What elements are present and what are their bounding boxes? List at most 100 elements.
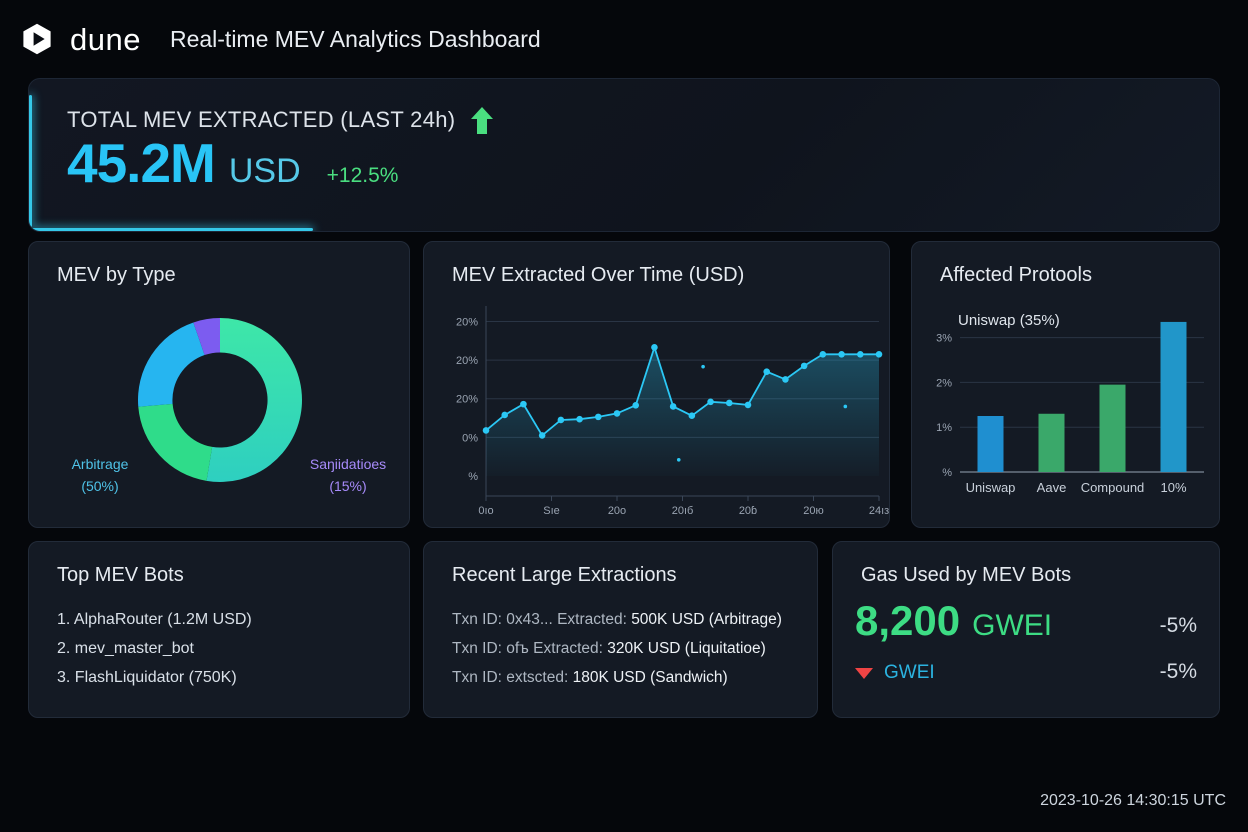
gas-percent-secondary: -5% (1159, 660, 1197, 683)
donut-label-arbitrage-name: Arbitrage (71, 456, 129, 472)
y-axis-tick-label: 2% (936, 377, 952, 389)
mev-by-type-donut-chart (138, 318, 303, 482)
gas-value: 8,200 (855, 597, 961, 644)
line-chart-point (594, 413, 602, 421)
y-axis-tick-label: 3% (936, 333, 952, 345)
bar (1160, 321, 1187, 472)
bar-category-label: Compound (1081, 480, 1145, 495)
y-axis-tick-label: % (942, 467, 952, 479)
x-axis-tick-label: 20о (608, 505, 626, 517)
donut-segment (193, 318, 220, 356)
x-axis-tick-label: Ѕıe (543, 505, 560, 517)
donut-label-liquidations-name: Saŋiidatioes (309, 456, 387, 472)
bar (1099, 384, 1126, 472)
list-item: 1. AlphaRouter (1.2M USD) (57, 611, 252, 628)
gas-sub-row: GWEI (855, 662, 935, 684)
line-chart-point (632, 401, 640, 409)
total-mev-extracted-card: TOTAL MEV EXTRACTED (LAST 24h) 45.2M USD… (28, 78, 1220, 232)
mev-over-time-card: MEV Extracted Over Time (USD) 20% 20% 20% 0… (423, 241, 890, 528)
hero-value-row: 45.2M USD +12.5% (67, 136, 398, 191)
gas-value-row: 8,200 GWEI (855, 600, 1052, 642)
line-chart-point (669, 403, 677, 410)
hero-accent-left (29, 95, 32, 227)
list-item: Txn ID: ofъ Extracted: 320K USD (Liquita… (452, 634, 801, 663)
line-chart-stray-point (676, 457, 681, 462)
hero-delta: +12.5% (326, 164, 399, 187)
line-chart-point (819, 350, 827, 358)
arrow-up-icon (471, 107, 494, 134)
extraction-prefix: Txn ID: ofъ Extracted: (452, 640, 608, 657)
line-chart-point (501, 411, 509, 419)
affected-protocols-title: Affected Protools (940, 264, 1092, 286)
list-item: 2. mev_master_bot (57, 640, 194, 657)
top-mev-bots-title: Top MEV Bots (57, 564, 184, 586)
line-chart-point (744, 401, 752, 409)
y-axis-tick-label: 1% (936, 422, 952, 434)
gas-used-title: Gas Used by MEV Bots (861, 564, 1072, 586)
x-axis-tick-label: 24ıз (869, 505, 889, 517)
donut-label-liquidations-value: (15%) (329, 477, 367, 494)
hero-label: TOTAL MEV EXTRACTED (LAST 24h) (67, 107, 456, 132)
donut-segment (138, 322, 205, 407)
footer-timestamp: 2023-10-26 14:30:15 UTC (1040, 792, 1226, 809)
line-chart-point (557, 416, 565, 424)
donut-label-liquidations: Saŋiidatioes (15%) (293, 454, 403, 497)
line-chart-point (800, 362, 808, 370)
list-item: Txn ID: extscted: 180K USD (Sandwich) (452, 663, 801, 692)
hero-value: 45.2M (67, 132, 216, 194)
gas-sub-label: GWEI (884, 662, 935, 683)
dune-hexagon-play-icon (23, 23, 51, 55)
recent-large-extractions-title: Recent Large Extractions (452, 564, 677, 586)
hero-unit: USD (228, 152, 301, 190)
line-chart-point (707, 398, 714, 406)
extraction-amount: 180K USD (Sandwich) (572, 669, 728, 686)
extraction-prefix: Txn ID: extscted: (452, 669, 573, 686)
y-axis-tick-label: 20% (456, 316, 478, 328)
x-axis-tick-label: 20ю (803, 505, 824, 517)
affected-protocols-bar-chart: 3% 2% 1%% Uniswap Aave Compound 10% (936, 321, 1204, 495)
line-chart-series (485, 344, 879, 437)
recent-large-extractions-card: Recent Large Extractions Txn ID: 0x43...… (423, 541, 818, 718)
line-chart-point (838, 350, 845, 358)
extraction-prefix: Txn ID: 0x43... Extracted: (452, 611, 632, 628)
bar-category-label: 10% (1160, 480, 1186, 495)
recent-large-extractions-list: Txn ID: 0x43... Extracted: 500K USD (Arb… (452, 605, 801, 692)
line-chart-point (875, 350, 883, 358)
line-chart-point (763, 368, 771, 375)
line-chart-point (613, 410, 621, 417)
y-axis-tick-label: % (468, 471, 478, 483)
mev-by-type-card: MEV by Type Arbitrage (50%) Saŋiidatioes… (28, 241, 410, 528)
dune-logo-wordmark: dune (70, 21, 141, 57)
y-axis-tick-label: 0% (462, 432, 478, 444)
donut-chart-wrap: Arbitrage (50%) Saŋiidatioes (15%) (29, 304, 409, 519)
bar-chart-annotation: Uniswap (35%) (958, 312, 1060, 329)
y-axis-tick-label: 20% (456, 355, 478, 367)
hero-label-row: TOTAL MEV EXTRACTED (LAST 24h) (67, 105, 495, 135)
line-chart-point (482, 427, 490, 434)
line-chart-point (782, 376, 789, 383)
gas-percent-primary: -5% (1159, 614, 1197, 637)
donut-segment (138, 403, 213, 481)
list-item: 3. FlashLiquidator (750K) (57, 669, 237, 686)
app-header: dune Real-time MEV Analytics Dashboard (20, 16, 541, 62)
bar-category-label: Aave (1037, 480, 1067, 495)
donut-label-arbitrage: Arbitrage (50%) (45, 454, 155, 497)
bar-category-label: Uniswap (966, 480, 1016, 495)
bar (977, 416, 1004, 472)
x-axis-tick-label: 20ɓ (739, 505, 757, 517)
line-chart-point (856, 350, 864, 358)
gas-unit: GWEI (972, 609, 1053, 642)
extraction-amount: 320K USD (Liquitatioe) (607, 640, 766, 657)
line-chart-stray-point (701, 364, 705, 369)
affected-protocols-card: Affected Protools Uniswap (35%) 3% 2% 1%% U… (911, 241, 1220, 528)
top-mev-bots-card: Top MEV Bots 1. AlphaRouter (1.2M USD) 2… (28, 541, 410, 718)
line-chart-point (651, 344, 658, 351)
gas-used-card: Gas Used by MEV Bots 8,200 GWEI -5% GWEI… (832, 541, 1220, 718)
mev-over-time-title: MEV Extracted Over Time (USD) (452, 264, 745, 286)
mev-by-type-title: MEV by Type (57, 264, 176, 286)
x-axis-tick-label: 20ıб (672, 505, 694, 517)
line-chart-point (725, 399, 733, 407)
top-mev-bots-list: 1. AlphaRouter (1.2M USD) 2. mev_master_… (57, 605, 393, 692)
donut-label-arbitrage-value: (50%) (81, 477, 119, 494)
line-chart-point (520, 400, 527, 408)
